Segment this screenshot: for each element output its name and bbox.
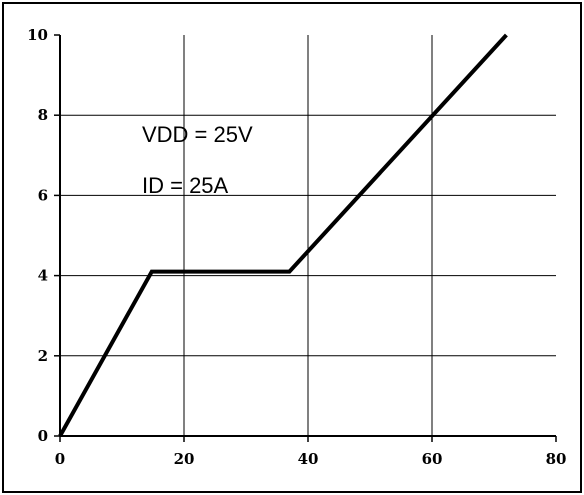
annotation-id: ID = 25A — [142, 173, 229, 198]
series-line-0 — [58, 33, 508, 437]
grid — [60, 35, 556, 436]
y-tick-label-2: 2 — [38, 347, 48, 365]
x-tick-label-60: 60 — [422, 450, 443, 468]
annotations: VDD = 25V ID = 25A — [142, 122, 253, 198]
y-tick-label-8: 8 — [38, 106, 48, 124]
tick-labels: 0 2 4 6 8 10 0 20 40 60 80 — [27, 26, 566, 468]
y-tick-label-0: 0 — [38, 427, 48, 445]
x-tick-label-20: 20 — [174, 450, 195, 468]
x-tick-label-40: 40 — [298, 450, 319, 468]
y-tick-label-4: 4 — [38, 267, 48, 285]
annotation-vdd: VDD = 25V — [142, 122, 253, 147]
axes — [54, 34, 557, 442]
x-tick-label-80: 80 — [546, 450, 567, 468]
series — [58, 33, 508, 437]
y-tick-label-10: 10 — [27, 26, 48, 44]
y-tick-label-6: 6 — [38, 186, 48, 204]
x-tick-label-0: 0 — [55, 450, 65, 468]
